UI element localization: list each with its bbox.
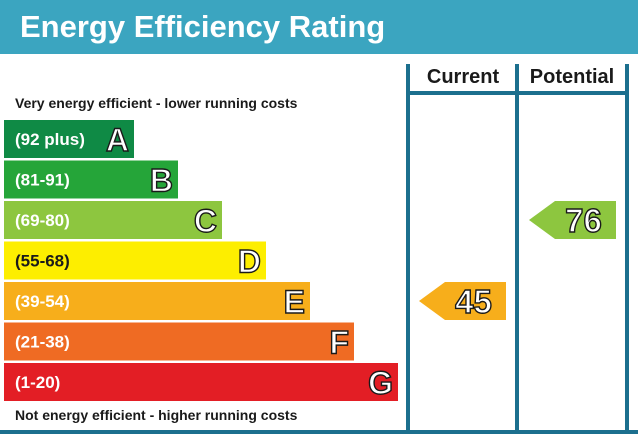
band-f-letter: F [329,325,349,361]
band-b-bar [4,160,178,199]
band-b-letter: B [150,163,173,199]
band-e-range-label: (39-54) [15,292,70,311]
band-a-letter: A [106,122,129,158]
band-g-bar [4,363,398,401]
header-bar: Energy Efficiency Rating [0,0,638,54]
band-d-range-label: (55-68) [15,252,70,271]
potential-column-header: Potential [529,66,615,88]
potential-rating-value-label: 76 [565,202,602,239]
band-c-bar [4,201,222,239]
band-d-letter: D [238,244,261,280]
current-rating-arrow [419,282,506,320]
band-e-bar [4,282,310,320]
inefficient-note: Not energy efficient - higher running co… [15,407,298,423]
current-column-header: Current [426,66,500,88]
band-f-range-label: (21-38) [15,333,70,352]
band-a-bar [4,120,134,158]
band-d-bar [4,241,266,280]
chart-title: Energy Efficiency Rating [20,9,386,44]
band-b-range-label: (81-91) [15,171,70,190]
band-c-letter: C [194,203,217,239]
band-g-range-label: (1-20) [15,373,60,392]
band-g-letter: G [368,365,393,401]
current-rating-value-label: 45 [455,283,492,320]
band-e-letter: E [284,284,305,320]
band-c-range-label: (69-80) [15,211,70,230]
band-f-bar [4,322,354,361]
potential-rating-arrow [529,201,616,239]
band-a-range-label: (92 plus) [15,130,85,149]
efficient-note: Very energy efficient - lower running co… [15,95,298,111]
